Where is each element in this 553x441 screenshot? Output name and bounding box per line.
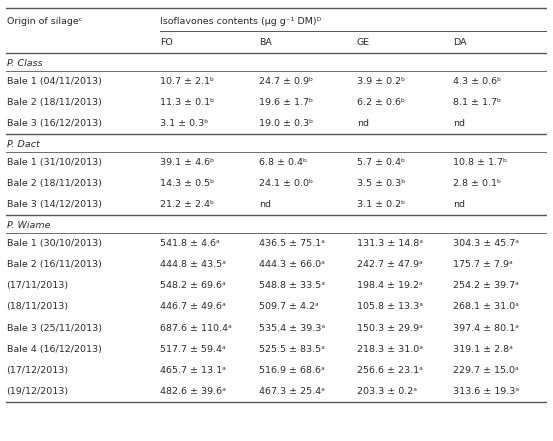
Text: Bale 1 (04/11/2013): Bale 1 (04/11/2013)	[7, 77, 102, 86]
Text: 3.1 ± 0.3ᵇ: 3.1 ± 0.3ᵇ	[160, 119, 208, 128]
Text: P. Wiame: P. Wiame	[7, 221, 50, 231]
Text: 444.8 ± 43.5ᵃ: 444.8 ± 43.5ᵃ	[160, 260, 226, 269]
Text: (19/12/2013): (19/12/2013)	[7, 387, 69, 396]
Text: 19.0 ± 0.3ᵇ: 19.0 ± 0.3ᵇ	[259, 119, 314, 128]
Text: nd: nd	[452, 119, 465, 128]
Text: 548.2 ± 69.6ᵃ: 548.2 ± 69.6ᵃ	[160, 281, 226, 290]
Text: GE: GE	[357, 38, 370, 47]
Text: 541.8 ± 4.6ᵃ: 541.8 ± 4.6ᵃ	[160, 239, 220, 248]
Text: FO: FO	[160, 38, 173, 47]
Text: Bale 3 (14/12/2013): Bale 3 (14/12/2013)	[7, 200, 102, 209]
Text: nd: nd	[357, 119, 369, 128]
Text: 105.8 ± 13.3ᵃ: 105.8 ± 13.3ᵃ	[357, 303, 422, 311]
Text: 535.4 ± 39.3ᵃ: 535.4 ± 39.3ᵃ	[259, 324, 325, 333]
Text: nd: nd	[452, 200, 465, 209]
Text: Bale 1 (30/10/2013): Bale 1 (30/10/2013)	[7, 239, 102, 248]
Text: 175.7 ± 7.9ᵃ: 175.7 ± 7.9ᵃ	[452, 260, 513, 269]
Text: 256.6 ± 23.1ᵃ: 256.6 ± 23.1ᵃ	[357, 366, 422, 375]
Text: 218.3 ± 31.0ᵃ: 218.3 ± 31.0ᵃ	[357, 344, 422, 354]
Text: 4.3 ± 0.6ᵇ: 4.3 ± 0.6ᵇ	[452, 77, 501, 86]
Text: 5.7 ± 0.4ᵇ: 5.7 ± 0.4ᵇ	[357, 158, 405, 167]
Text: Bale 3 (25/11/2013): Bale 3 (25/11/2013)	[7, 324, 102, 333]
Text: Bale 2 (16/11/2013): Bale 2 (16/11/2013)	[7, 260, 102, 269]
Text: 10.8 ± 1.7ᵇ: 10.8 ± 1.7ᵇ	[452, 158, 507, 167]
Text: 482.6 ± 39.6ᵃ: 482.6 ± 39.6ᵃ	[160, 387, 226, 396]
Text: (18/11/2013): (18/11/2013)	[7, 303, 69, 311]
Text: 446.7 ± 49.6ᵃ: 446.7 ± 49.6ᵃ	[160, 303, 226, 311]
Text: 313.6 ± 19.3ᵃ: 313.6 ± 19.3ᵃ	[452, 387, 519, 396]
Text: 10.7 ± 2.1ᵇ: 10.7 ± 2.1ᵇ	[160, 77, 214, 86]
Text: 24.1 ± 0.0ᵇ: 24.1 ± 0.0ᵇ	[259, 179, 313, 188]
Text: 203.3 ± 0.2ᵃ: 203.3 ± 0.2ᵃ	[357, 387, 417, 396]
Text: 2.8 ± 0.1ᵇ: 2.8 ± 0.1ᵇ	[452, 179, 500, 188]
Text: 465.7 ± 13.1ᵃ: 465.7 ± 13.1ᵃ	[160, 366, 226, 375]
Text: nd: nd	[259, 200, 271, 209]
Text: DA: DA	[452, 38, 466, 47]
Text: (17/11/2013): (17/11/2013)	[7, 281, 69, 290]
Text: 229.7 ± 15.0ᵃ: 229.7 ± 15.0ᵃ	[452, 366, 518, 375]
Text: 397.4 ± 80.1ᵃ: 397.4 ± 80.1ᵃ	[452, 324, 519, 333]
Text: 304.3 ± 45.7ᵃ: 304.3 ± 45.7ᵃ	[452, 239, 519, 248]
Text: 14.3 ± 0.5ᵇ: 14.3 ± 0.5ᵇ	[160, 179, 214, 188]
Text: 3.5 ± 0.3ᵇ: 3.5 ± 0.3ᵇ	[357, 179, 405, 188]
Text: BA: BA	[259, 38, 272, 47]
Text: 687.6 ± 110.4ᵃ: 687.6 ± 110.4ᵃ	[160, 324, 232, 333]
Text: 436.5 ± 75.1ᵃ: 436.5 ± 75.1ᵃ	[259, 239, 325, 248]
Text: 242.7 ± 47.9ᵃ: 242.7 ± 47.9ᵃ	[357, 260, 422, 269]
Text: Bale 2 (18/11/2013): Bale 2 (18/11/2013)	[7, 179, 102, 188]
Text: 24.7 ± 0.9ᵇ: 24.7 ± 0.9ᵇ	[259, 77, 313, 86]
Text: 444.3 ± 66.0ᵃ: 444.3 ± 66.0ᵃ	[259, 260, 325, 269]
Text: Isoflavones contents (µg g⁻¹ DM)ᴰ: Isoflavones contents (µg g⁻¹ DM)ᴰ	[160, 17, 321, 26]
Text: 516.9 ± 68.6ᵃ: 516.9 ± 68.6ᵃ	[259, 366, 325, 375]
Text: 39.1 ± 4.6ᵇ: 39.1 ± 4.6ᵇ	[160, 158, 214, 167]
Text: 19.6 ± 1.7ᵇ: 19.6 ± 1.7ᵇ	[259, 98, 313, 107]
Text: 319.1 ± 2.8ᵃ: 319.1 ± 2.8ᵃ	[452, 344, 513, 354]
Text: 198.4 ± 19.2ᵃ: 198.4 ± 19.2ᵃ	[357, 281, 422, 290]
Text: 8.1 ± 1.7ᵇ: 8.1 ± 1.7ᵇ	[452, 98, 500, 107]
Text: 548.8 ± 33.5ᵃ: 548.8 ± 33.5ᵃ	[259, 281, 325, 290]
Text: 525.5 ± 83.5ᵃ: 525.5 ± 83.5ᵃ	[259, 344, 325, 354]
Text: 3.9 ± 0.2ᵇ: 3.9 ± 0.2ᵇ	[357, 77, 405, 86]
Text: 467.3 ± 25.4ᵃ: 467.3 ± 25.4ᵃ	[259, 387, 325, 396]
Text: (17/12/2013): (17/12/2013)	[7, 366, 69, 375]
Text: 6.8 ± 0.4ᵇ: 6.8 ± 0.4ᵇ	[259, 158, 307, 167]
Text: 509.7 ± 4.2ᵃ: 509.7 ± 4.2ᵃ	[259, 303, 319, 311]
Text: 11.3 ± 0.1ᵇ: 11.3 ± 0.1ᵇ	[160, 98, 214, 107]
Text: 150.3 ± 29.9ᵃ: 150.3 ± 29.9ᵃ	[357, 324, 422, 333]
Text: 21.2 ± 2.4ᵇ: 21.2 ± 2.4ᵇ	[160, 200, 214, 209]
Text: 131.3 ± 14.8ᵃ: 131.3 ± 14.8ᵃ	[357, 239, 422, 248]
Text: 517.7 ± 59.4ᵃ: 517.7 ± 59.4ᵃ	[160, 344, 226, 354]
Text: 254.2 ± 39.7ᵃ: 254.2 ± 39.7ᵃ	[452, 281, 519, 290]
Text: Origin of silageᶜ: Origin of silageᶜ	[7, 17, 82, 26]
Text: P. Dact: P. Dact	[7, 140, 39, 149]
Text: Bale 4 (16/12/2013): Bale 4 (16/12/2013)	[7, 344, 102, 354]
Text: 6.2 ± 0.6ᵇ: 6.2 ± 0.6ᵇ	[357, 98, 405, 107]
Text: Bale 3 (16/12/2013): Bale 3 (16/12/2013)	[7, 119, 102, 128]
Text: P. Class: P. Class	[7, 59, 42, 68]
Text: 268.1 ± 31.0ᵃ: 268.1 ± 31.0ᵃ	[452, 303, 519, 311]
Text: Bale 2 (18/11/2013): Bale 2 (18/11/2013)	[7, 98, 102, 107]
Text: Bale 1 (31/10/2013): Bale 1 (31/10/2013)	[7, 158, 102, 167]
Text: 3.1 ± 0.2ᵇ: 3.1 ± 0.2ᵇ	[357, 200, 405, 209]
